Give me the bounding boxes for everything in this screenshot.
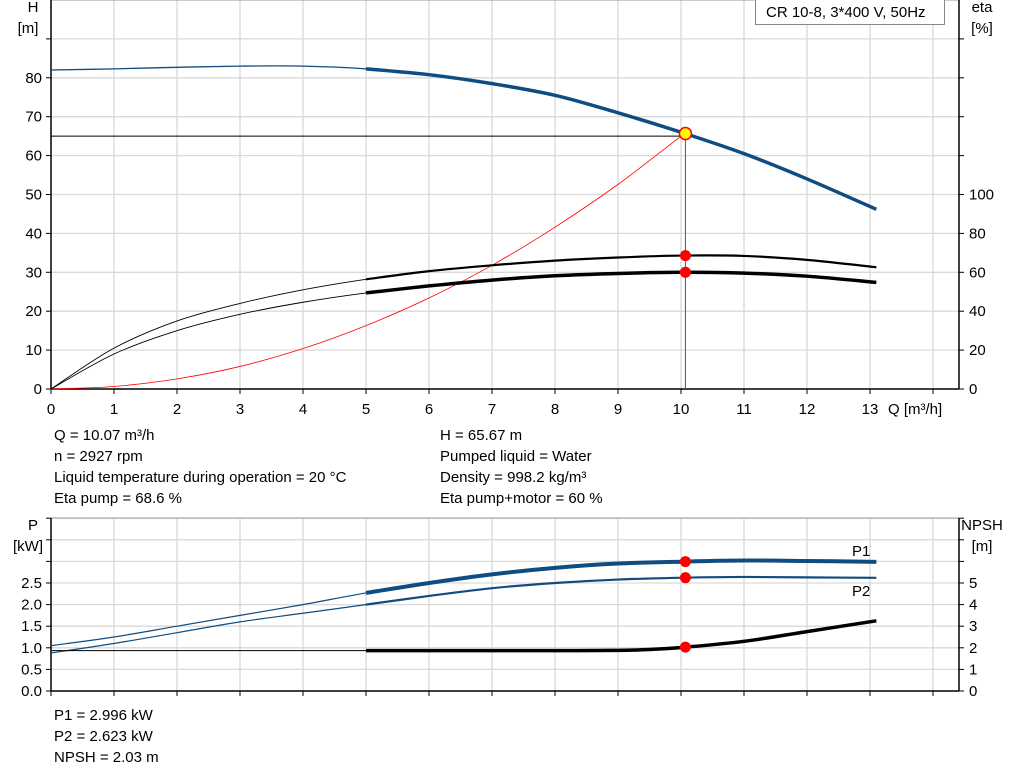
y2-tick-label: 100 <box>969 187 994 204</box>
y2-tick-label: 2 <box>969 640 977 657</box>
curve-head <box>50 65 877 210</box>
y2-axis-unit: [m] <box>972 538 993 555</box>
curve-system <box>50 131 688 390</box>
x-tick-label: 10 <box>673 401 690 418</box>
x-tick-label: 8 <box>551 401 559 418</box>
y2-axis-label: NPSH <box>961 517 1003 534</box>
curve-eta_pump_motor <box>50 271 877 390</box>
p2-operating-point <box>679 572 691 584</box>
y-tick-label: 0.0 <box>21 683 42 700</box>
npsh-value: NPSH = 2.03 m <box>54 749 159 766</box>
eta-pump-motor-operating-point <box>679 266 691 278</box>
y-tick-label: 80 <box>25 70 42 87</box>
y2-tick-label: 3 <box>969 618 977 635</box>
y-tick-label: 1.5 <box>21 618 42 635</box>
y2-tick-label: 20 <box>969 342 986 359</box>
curve-npsh-operating-range <box>366 619 877 653</box>
y-tick-label: 20 <box>25 303 42 320</box>
y-tick-label: 30 <box>25 264 42 281</box>
x-tick-label: 12 <box>799 401 816 418</box>
y2-tick-label: 5 <box>969 575 977 592</box>
curve-head-operating-range <box>365 67 878 211</box>
y-tick-label: 2.0 <box>21 597 42 614</box>
y2-tick-label: 60 <box>969 264 986 281</box>
x-tick-label: 6 <box>425 401 433 418</box>
y-tick-label: 70 <box>25 109 42 126</box>
y-axis-label: P <box>28 517 38 534</box>
x-tick-label: 3 <box>236 401 244 418</box>
x-tick-label: 4 <box>299 401 307 418</box>
p2-value: P2 = 2.623 kW <box>54 728 153 745</box>
curve-eta_pump-operating-range <box>365 254 877 281</box>
x-tick-label: 0 <box>47 401 55 418</box>
p1-value: P1 = 2.996 kW <box>54 707 153 724</box>
eta-pump-value: Eta pump = 68.6 % <box>54 490 182 507</box>
y2-axis-unit: [%] <box>971 20 993 37</box>
info-top-right: H = 65.67 m Pumped liquid = Water Densit… <box>440 425 603 509</box>
x-tick-label: 11 <box>736 401 752 418</box>
flow-value: Q = 10.07 m³/h <box>54 427 155 444</box>
y-axis-unit: [kW] <box>13 538 43 555</box>
y-tick-label: 1.0 <box>21 640 42 657</box>
y-tick-label: 0.5 <box>21 661 42 678</box>
liquid-temperature: Liquid temperature during operation = 20… <box>54 469 347 486</box>
y-tick-label: 10 <box>25 342 42 359</box>
pumped-liquid: Pumped liquid = Water <box>440 448 592 465</box>
x-tick-label: 13 <box>862 401 879 418</box>
y-tick-label: 50 <box>25 187 42 204</box>
y2-tick-label: 0 <box>969 381 977 398</box>
y-tick-label: 0 <box>34 381 42 398</box>
p1-operating-point <box>679 556 691 568</box>
eta-pump-operating-point <box>679 250 691 262</box>
y2-tick-label: 0 <box>969 683 977 700</box>
curve-eta_pump_motor-operating-range <box>365 270 877 295</box>
info-bottom: P1 = 2.996 kW P2 = 2.623 kW NPSH = 2.03 … <box>54 705 159 768</box>
series-label-p1: P1 <box>852 543 870 560</box>
y-axis-unit: [m] <box>18 20 39 37</box>
y-axis-label: H <box>28 0 39 16</box>
info-top-left: Q = 10.07 m³/h n = 2927 rpm Liquid tempe… <box>54 425 346 509</box>
y-tick-label: 60 <box>25 148 42 165</box>
y2-tick-label: 40 <box>969 303 986 320</box>
chart-title-legend: CR 10-8, 3*400 V, 50Hz <box>755 0 945 25</box>
duty-point-marker <box>678 126 693 141</box>
y-tick-label: 40 <box>25 225 42 242</box>
speed-value: n = 2927 rpm <box>54 448 143 465</box>
eta-pump-motor-value: Eta pump+motor = 60 % <box>440 490 603 507</box>
y2-tick-label: 1 <box>969 661 977 678</box>
density-value: Density = 998.2 kg/m³ <box>440 469 587 486</box>
head-value: H = 65.67 m <box>440 427 523 444</box>
x-tick-label: 7 <box>488 401 496 418</box>
x-tick-label: 5 <box>362 401 370 418</box>
curve-p1-operating-range <box>365 558 877 595</box>
y2-tick-label: 80 <box>969 225 986 242</box>
x-tick-label: 2 <box>173 401 181 418</box>
y2-tick-label: 4 <box>969 597 977 614</box>
curve-eta_pump <box>50 254 877 390</box>
x-axis-label: Q [m³/h] <box>888 401 942 418</box>
npsh-operating-point <box>679 641 691 653</box>
y-tick-label: 2.5 <box>21 575 42 592</box>
curve-p2-operating-range <box>365 575 877 606</box>
curve-npsh <box>51 620 877 652</box>
series-label-p2: P2 <box>852 583 870 600</box>
x-tick-label: 9 <box>614 401 622 418</box>
x-tick-label: 1 <box>110 401 118 418</box>
y2-axis-label: eta <box>972 0 994 16</box>
